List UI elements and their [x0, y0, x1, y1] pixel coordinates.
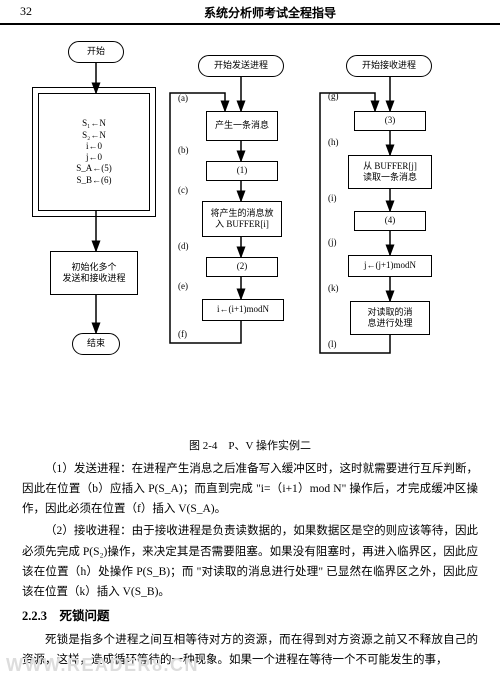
edge-label: (l) [328, 339, 337, 349]
paragraph-1: （1）发送进程：在进程产生消息之后准备写入缓冲区时，这时就需要进行互斥判断，因此… [22, 459, 478, 519]
flowchart-diagram: (a)(b)(c)(d)(e)(f)(g)(h)(i)(j)(k)(l)开始S₁… [20, 33, 480, 433]
section-heading: 2.2.3 死锁问题 [22, 606, 478, 628]
edge-label: (b) [178, 145, 189, 155]
flow-node-end: 结束 [72, 333, 120, 355]
edge-label: (h) [328, 137, 339, 147]
figure-caption: 图 2-4 P、V 操作实例二 [0, 437, 500, 453]
edge-label: (c) [178, 185, 188, 195]
flow-node-r3: (3) [354, 111, 426, 131]
flow-node-start: 开始 [68, 41, 124, 63]
flow-node-r4: (4) [354, 211, 426, 231]
flow-node-init-outer [32, 87, 156, 217]
edge-label: (d) [178, 241, 189, 251]
flow-node-process_msg: 对读取的消 息进行处理 [350, 301, 430, 335]
page-header: 32 系统分析师考试全程指导 [0, 0, 500, 25]
edge-label: (a) [178, 93, 188, 103]
page-number: 32 [20, 4, 60, 21]
flow-node-multi: 初始化多个 发送和接收进程 [50, 251, 138, 295]
flow-node-put_buf: 将产生的消息放 入 BUFFER[i] [202, 201, 282, 237]
flow-node-s2: (2) [206, 257, 278, 277]
flow-node-read_buf: 从 BUFFER[j] 读取一条消息 [348, 155, 432, 189]
paragraph-2: （2）接收进程：由于接收进程是负责读数据的，如果数据区是空的则应该等待，因此必须… [22, 521, 478, 602]
flow-node-recv_start: 开始接收进程 [346, 55, 432, 77]
watermark-text: WWW.READER8.CN [6, 655, 199, 676]
edge-label: (j) [328, 237, 337, 247]
edge-label: (e) [178, 281, 188, 291]
edge-label: (f) [178, 329, 187, 339]
flow-node-inc_i: i←(i+1)modN [202, 299, 284, 321]
edge-label: (i) [328, 193, 337, 203]
body-text: （1）发送进程：在进程产生消息之后准备写入缓冲区时，这时就需要进行互斥判断，因此… [0, 453, 500, 670]
flow-node-send_start: 开始发送进程 [198, 55, 284, 77]
edge-label: (g) [328, 91, 339, 101]
flow-node-prod_msg: 产生一条消息 [206, 111, 278, 141]
book-title: 系统分析师考试全程指导 [60, 4, 480, 21]
flow-node-inc_j: j←(j+1)modN [348, 255, 432, 277]
edge-label: (k) [328, 283, 339, 293]
flow-node-s1: (1) [206, 161, 278, 181]
